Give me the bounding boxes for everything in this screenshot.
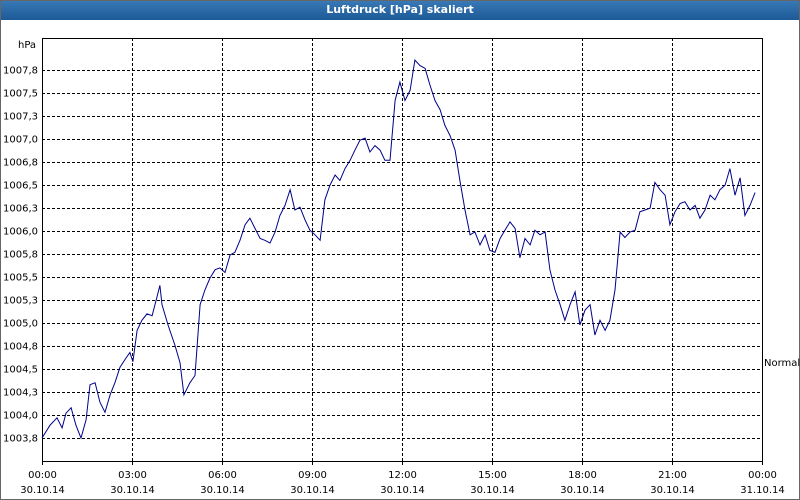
y-tick-label: 1004,8 [3, 342, 38, 353]
y-tick-label: 1003,8 [3, 434, 38, 445]
y-tick-label: 1006,0 [3, 227, 38, 238]
x-tick-label: 06:00 [208, 470, 237, 481]
x-tick-date: 30.10.14 [200, 485, 245, 496]
x-tick-label: 00:00 [748, 470, 777, 481]
y-tick-label: 1005,3 [3, 296, 38, 307]
chart-title: Luftdruck [hPa] skaliert [326, 3, 474, 16]
y-tick-label: 1004,5 [3, 365, 38, 376]
x-tick-label: 15:00 [478, 470, 507, 481]
x-tick-label: 21:00 [658, 470, 687, 481]
x-tick-date: 30.10.14 [650, 485, 695, 496]
x-tick-date: 30.10.14 [470, 485, 515, 496]
y-tick-label: 1007,0 [3, 135, 38, 146]
legend-label: Normal [764, 358, 800, 369]
x-tick-date: 31.10.14 [740, 485, 785, 496]
x-tick-date: 30.10.14 [110, 485, 155, 496]
title-bar [0, 0, 800, 20]
x-tick-date: 30.10.14 [380, 485, 425, 496]
y-tick-label: 1007,3 [3, 112, 38, 123]
y-axis-label: hPa [18, 40, 36, 51]
y-tick-label: 1007,5 [3, 89, 38, 100]
y-tick-label: 1007,8 [3, 66, 38, 77]
x-tick-label: 18:00 [568, 470, 597, 481]
x-tick-date: 30.10.14 [290, 485, 335, 496]
x-tick-label: 12:00 [388, 470, 417, 481]
y-tick-label: 1004,0 [3, 411, 38, 422]
x-tick-label: 00:00 [28, 470, 57, 481]
x-tick-label: 03:00 [118, 470, 147, 481]
x-tick-label: 09:00 [298, 470, 327, 481]
x-tick-date: 30.10.14 [560, 485, 605, 496]
y-tick-label: 1006,8 [3, 158, 38, 169]
plot-border [42, 38, 763, 462]
y-tick-label: 1006,5 [3, 181, 38, 192]
x-tick-date: 30.10.14 [20, 485, 65, 496]
y-tick-label: 1006,3 [3, 204, 38, 215]
y-tick-label: 1004,3 [3, 388, 38, 399]
y-tick-label: 1005,8 [3, 250, 38, 261]
y-tick-label: 1005,0 [3, 319, 38, 330]
line-series [41, 59, 756, 440]
y-tick-label: 1005,5 [3, 273, 38, 284]
